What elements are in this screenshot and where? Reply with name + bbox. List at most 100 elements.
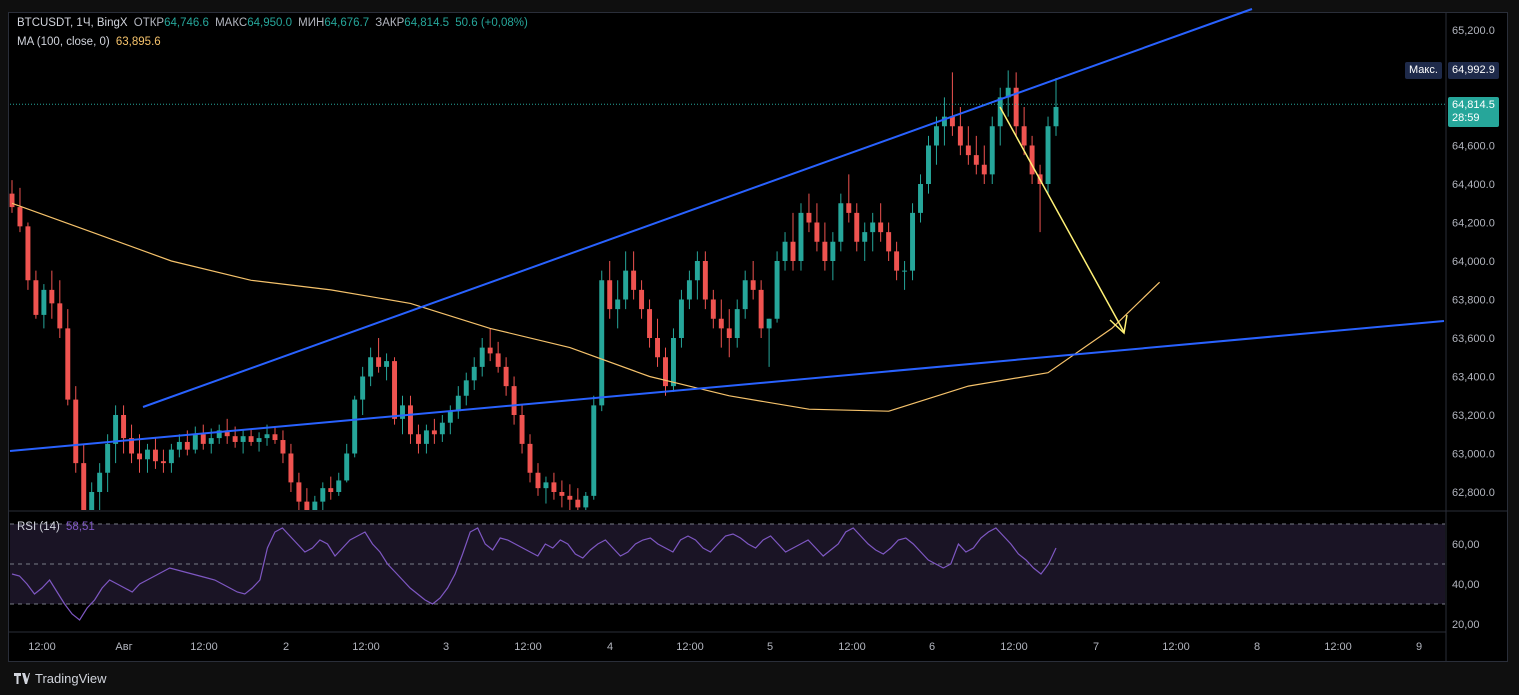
candle-body: [272, 434, 278, 441]
candle-body: [559, 492, 565, 496]
candle-body: [1045, 126, 1051, 184]
bar-countdown: 28:59: [1452, 112, 1480, 124]
candle-body: [535, 472, 541, 489]
candle-body: [750, 280, 756, 290]
low-value: 64,676.7: [324, 17, 370, 29]
rsi-tick-label: 20,00: [1452, 619, 1480, 631]
candle-body: [1053, 107, 1059, 127]
candle-body: [702, 261, 708, 300]
candle-body: [208, 438, 214, 444]
candle-body: [65, 328, 71, 400]
candle-body: [623, 270, 629, 300]
last-price-value: 64,814.5: [1452, 99, 1495, 111]
candle-body: [997, 97, 1003, 127]
candle-body: [742, 280, 748, 310]
candle-body: [336, 480, 342, 492]
candle-body: [670, 338, 676, 387]
candle-body: [280, 440, 286, 454]
candle-body: [25, 226, 31, 281]
tradingview-footer[interactable]: TradingView: [14, 668, 107, 688]
time-tick-label: 12:00: [28, 641, 56, 653]
time-tick-label: 12:00: [676, 641, 704, 653]
lower-trendline: [9, 320, 1445, 452]
candle-body: [918, 184, 923, 213]
candle-body: [264, 434, 270, 439]
candle-body: [511, 386, 517, 415]
candle-body: [129, 438, 135, 454]
candle-body: [145, 449, 150, 460]
candle-body: [503, 366, 509, 387]
rsi-value: 58,51: [66, 521, 95, 533]
candle-body: [798, 212, 804, 261]
candle-body: [933, 126, 939, 146]
candle-body: [248, 436, 254, 442]
low-label: МИН: [298, 17, 325, 29]
candle-body: [184, 441, 190, 450]
time-tick-label: 2: [283, 641, 289, 653]
candle-body: [575, 499, 581, 508]
candle-body: [854, 212, 860, 242]
candle-body: [591, 405, 597, 496]
rsi-tick-label: 40,00: [1452, 579, 1480, 591]
candle-body: [551, 482, 557, 492]
symbol-label: BTCUSDT, 1Ч, BingX: [17, 17, 128, 29]
price-tick-label: 65,200.0: [1452, 25, 1495, 37]
candle-body: [471, 366, 477, 381]
candle-body: [941, 116, 947, 127]
candle-body: [17, 207, 23, 227]
candle-body: [686, 280, 692, 300]
time-tick-label: Авг: [115, 641, 132, 653]
candle-body: [527, 443, 533, 473]
candle-body: [543, 482, 549, 489]
candle-body: [830, 241, 836, 261]
candle-body: [902, 270, 908, 272]
candle-body: [663, 357, 668, 387]
candle-body: [296, 482, 302, 502]
candle-body: [710, 299, 716, 319]
candle-body: [718, 318, 724, 329]
price-tick-label: 63,200.0: [1452, 410, 1495, 422]
candle-body: [615, 299, 621, 310]
candle-body: [439, 422, 445, 435]
price-tick-label: 64,400.0: [1452, 179, 1495, 191]
candle-body: [822, 241, 828, 261]
candle-body: [495, 353, 501, 367]
candle-body: [957, 126, 963, 146]
candle-body: [57, 303, 63, 329]
candle-body: [1013, 87, 1019, 127]
candle-body: [981, 164, 987, 175]
candle-body: [400, 405, 405, 419]
candle-body: [81, 463, 87, 510]
candle-body: [567, 495, 573, 500]
time-tick-label: 6: [929, 641, 935, 653]
candle-body: [232, 436, 238, 442]
close-value: 64,814.5: [404, 17, 450, 29]
candle-body: [89, 492, 95, 510]
candle-body: [1005, 87, 1011, 98]
candle-body: [1021, 126, 1027, 146]
last-price-badge: 64,814.5 28:59: [1448, 97, 1499, 127]
symbol-legend: BTCUSDT, 1Ч, BingX ОТКР64,746.6 МАКС64,9…: [17, 17, 531, 29]
forecast-arrowhead: [1109, 314, 1128, 335]
candle-body: [256, 438, 262, 442]
candle-body: [846, 203, 852, 213]
price-tick-label: 64,600.0: [1452, 141, 1495, 153]
candle-body: [73, 399, 79, 464]
candle-body: [97, 472, 103, 492]
candle-body: [423, 430, 429, 444]
candle-body: [838, 203, 844, 242]
candle-body: [176, 441, 182, 450]
candle-body: [949, 116, 955, 127]
close-label: ЗАКР: [375, 17, 405, 29]
ma100-line: [11, 202, 1161, 412]
time-tick-label: 12:00: [514, 641, 542, 653]
candle-body: [583, 495, 589, 508]
candle-body: [224, 430, 230, 437]
candle-body: [734, 309, 740, 338]
time-tick-label: 12:00: [838, 641, 866, 653]
candle-body: [9, 193, 15, 208]
change-value: 50.6 (+0,08%): [455, 17, 528, 29]
candle-body: [415, 434, 421, 444]
candle-body: [304, 501, 310, 510]
